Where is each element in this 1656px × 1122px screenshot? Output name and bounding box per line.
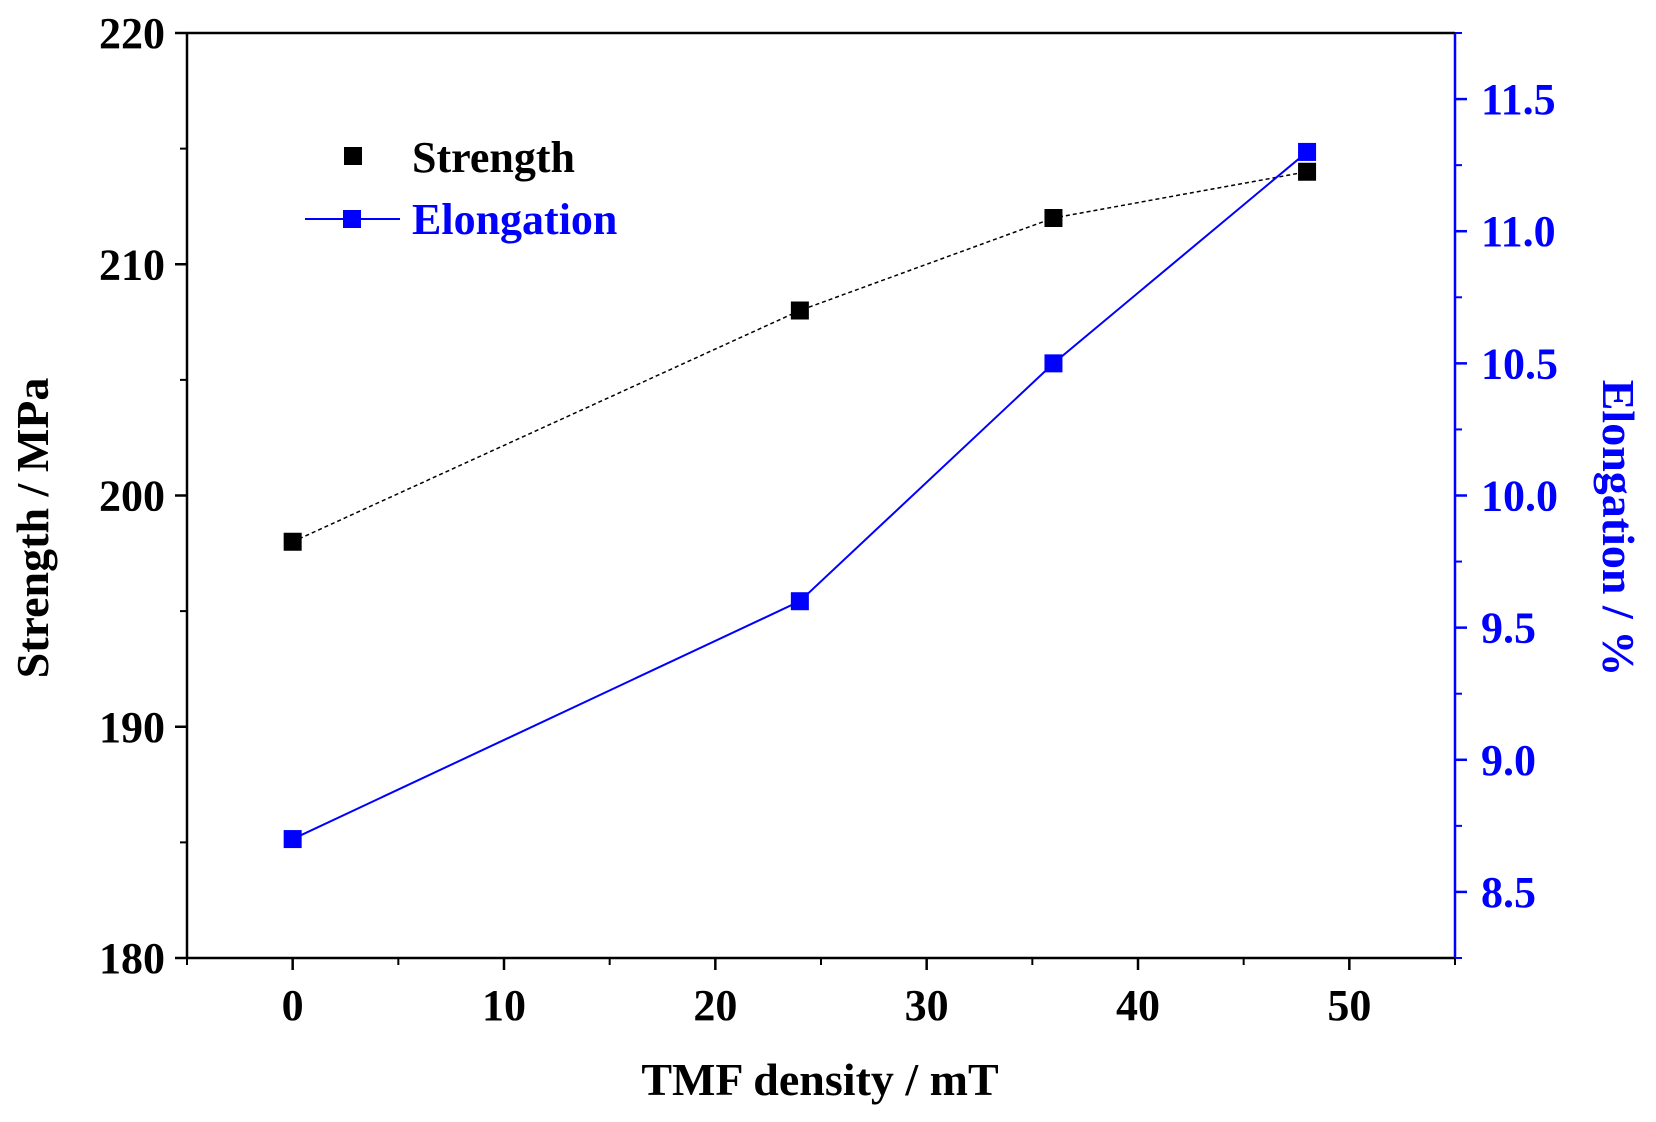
left-y-tick-label: 210 <box>99 240 165 289</box>
right-y-tick-label: 8.5 <box>1481 868 1536 917</box>
strength-point <box>283 532 302 551</box>
left-y-tick-label: 220 <box>99 9 165 58</box>
x-tick-label: 20 <box>693 981 737 1030</box>
left-y-axis: 180 190 200 210 220 <box>99 9 187 983</box>
elongation-point <box>283 830 302 849</box>
plot-marks <box>283 142 1317 849</box>
left-y-tick-label: 180 <box>99 934 165 983</box>
x-tick-label: 40 <box>1116 981 1160 1030</box>
elongation-point <box>790 592 809 611</box>
legend: Strength Elongation <box>305 133 617 244</box>
right-y-tick-label: 11.0 <box>1481 207 1556 256</box>
right-y-axis: 8.5 9.0 9.5 10.0 10.5 11.0 11.5 <box>1455 32 1558 959</box>
right-y-tick-label: 10.5 <box>1481 339 1558 388</box>
x-tick-label: 10 <box>482 981 526 1030</box>
legend-strength-marker <box>344 147 362 165</box>
legend-elongation-label: Elongation <box>412 195 617 244</box>
elongation-point <box>1044 354 1063 373</box>
x-tick-label: 30 <box>905 981 949 1030</box>
legend-elongation-marker <box>343 210 361 228</box>
left-y-tick-label: 190 <box>99 703 165 752</box>
right-y-tick-label: 9.0 <box>1481 736 1536 785</box>
right-y-tick-label: 10.0 <box>1481 472 1558 521</box>
legend-strength-label: Strength <box>412 133 575 182</box>
right-y-tick-label: 9.5 <box>1481 604 1536 653</box>
right-y-tick-label: 11.5 <box>1481 75 1556 124</box>
left-y-axis-title: Strength / MPa <box>7 378 58 679</box>
strength-point <box>790 301 809 320</box>
x-axis-title: TMF density / mT <box>641 1054 998 1105</box>
strength-point <box>1298 162 1317 181</box>
x-tick-label: 0 <box>282 981 304 1030</box>
x-tick-label: 50 <box>1327 981 1371 1030</box>
elongation-point <box>1298 142 1317 161</box>
strength-point <box>1044 209 1063 227</box>
elongation-series-line <box>292 151 1308 840</box>
plot-frame <box>185 31 1457 960</box>
left-y-tick-label: 200 <box>99 472 165 521</box>
right-y-axis-title: Elongation / % <box>1593 380 1644 677</box>
x-axis: 0 10 20 30 40 50 <box>186 958 1456 1030</box>
